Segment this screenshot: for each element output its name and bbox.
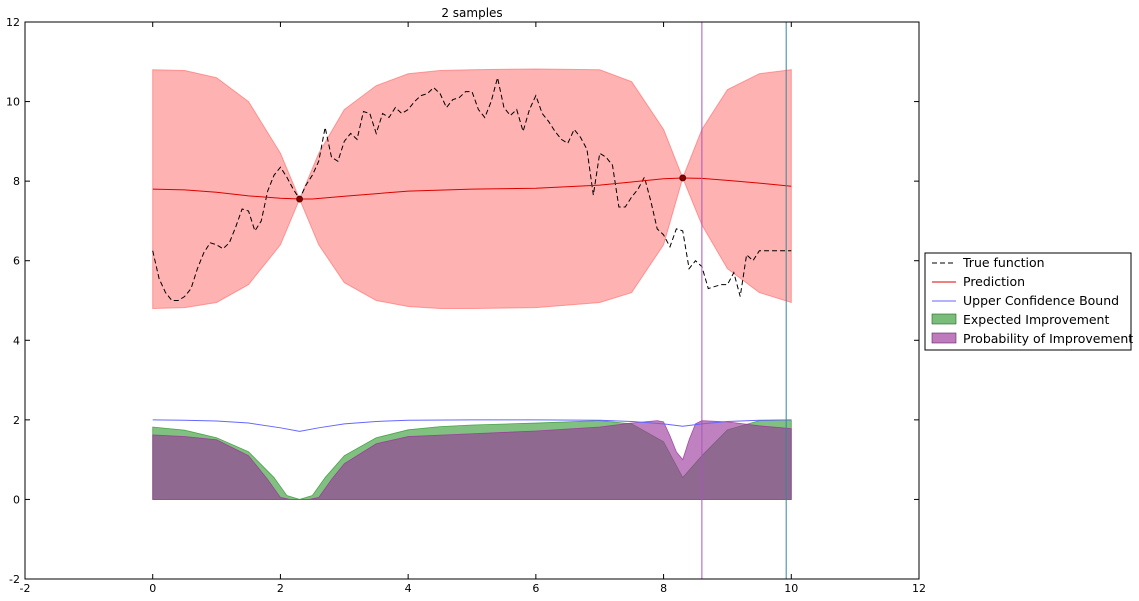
x-tick-label: 10: [784, 582, 798, 595]
legend-label-prediction: Prediction: [963, 274, 1025, 289]
y-tick-label: 10: [6, 96, 20, 109]
legend-swatch-expected-improvement: [931, 313, 957, 325]
legend-frame: [924, 252, 1132, 351]
legend-label-probability-of-improvement: Probability of Improvement: [963, 331, 1133, 346]
x-tick-label: -2: [20, 582, 31, 595]
legend: True function Prediction Upper Confidenc…: [924, 252, 1133, 351]
y-tick-label: -2: [9, 573, 20, 586]
y-tick-label: 2: [13, 414, 20, 427]
x-tick-label: 2: [277, 582, 284, 595]
x-tick-label: 4: [405, 582, 412, 595]
x-tick-label: 0: [149, 582, 156, 595]
area-probability-of-improvement: [152, 420, 792, 500]
legend-swatch-probability-of-improvement: [931, 332, 957, 344]
x-tick-label: 12: [912, 582, 926, 595]
axes-frame: [24, 21, 920, 580]
x-tick-label: 6: [532, 582, 539, 595]
sample-point-2: [679, 174, 687, 182]
plot-area: [152, 22, 792, 579]
x-tick-label: 8: [660, 582, 667, 595]
series-line-upper-confidence-bound: [152, 419, 792, 432]
sample-point-1: [296, 195, 303, 203]
y-tick-label: 4: [13, 334, 20, 347]
chart-title: 2 samples: [441, 6, 502, 20]
legend-label-ucb: Upper Confidence Bound: [963, 293, 1119, 308]
y-tick-label: 6: [13, 255, 20, 268]
legend-label-true-function: True function: [962, 255, 1045, 270]
y-tick-label: 12: [6, 16, 20, 29]
y-tick-label: 0: [13, 493, 20, 506]
axes: -2 0 2 4 6 8 10 12 -2 0 2 4 6 8 10 12: [6, 16, 926, 595]
legend-label-expected-improvement: Expected Improvement: [963, 312, 1109, 327]
y-tick-label: 8: [13, 175, 20, 188]
